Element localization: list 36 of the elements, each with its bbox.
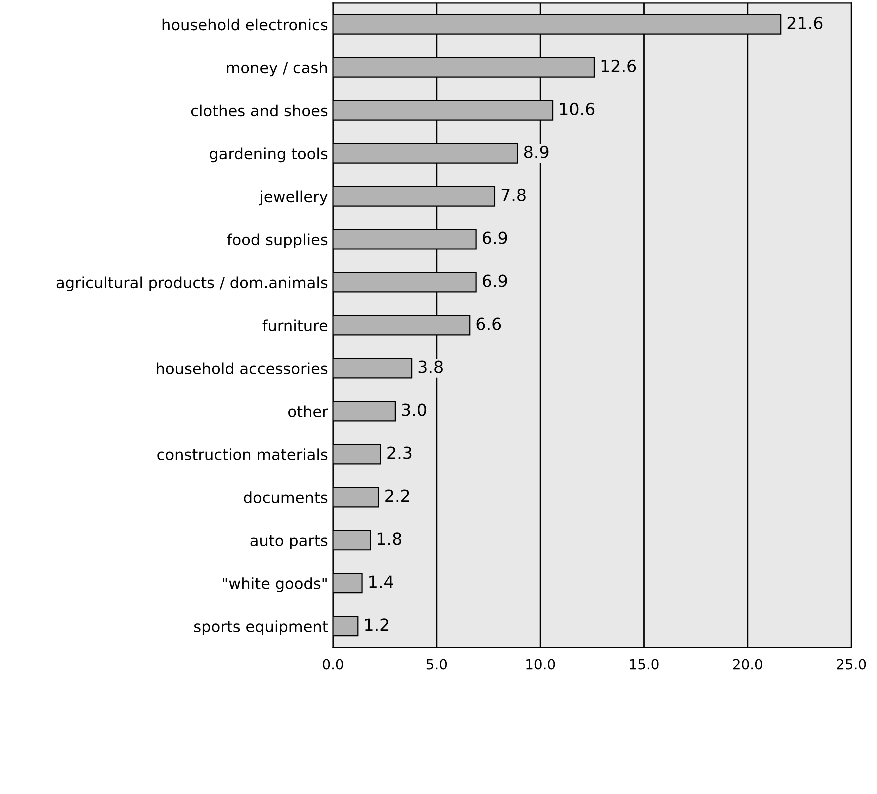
x-tick-label: 0.0 [323,659,344,670]
y-tick-label: clothes and shoes [191,104,328,117]
x-tick-label: 5.0 [426,659,448,670]
data-label: 3.0 [402,404,426,416]
data-label: 6.9 [483,232,508,244]
x-tick-label: 20.0 [733,659,762,670]
data-label: 6.9 [483,274,508,288]
y-tick-label: money / cash [227,62,328,77]
y-tick-label: jewellery [259,190,328,206]
data-label: 2.2 [386,490,410,502]
data-label: 10.6 [560,102,595,116]
y-tick-label: food supplies [227,234,328,249]
y-tick-label: construction materials [158,448,328,461]
data-label: 21.6 [788,16,823,30]
data-label: 8.9 [524,146,549,158]
data-label: 3.8 [418,360,443,374]
y-tick-label: furniture [262,320,328,332]
data-label: 12.6 [602,60,636,72]
y-tick-label: sports equipment [194,620,328,636]
x-tick-label: 10.0 [526,659,556,670]
y-tick-label: "white goods" [223,578,327,592]
data-label: 1.8 [378,532,402,546]
y-tick-label: agricultural products / dom.animals [56,276,328,292]
data-label: 2.3 [388,446,412,460]
data-label: 1.2 [366,618,389,632]
y-tick-label: household electronics [162,18,328,31]
x-tick-label: 25.0 [837,659,866,670]
data-label: 1.4 [370,576,394,588]
data-label: 7.8 [502,188,526,202]
data-label: 6.6 [476,318,502,330]
y-tick-label: gardening tools [210,148,328,163]
y-tick-label: documents [244,492,328,504]
y-tick-label: other [288,406,328,418]
x-tick-label: 15.0 [630,659,659,670]
y-tick-label: auto parts [250,536,328,550]
y-tick-label: household accessories [157,362,328,375]
